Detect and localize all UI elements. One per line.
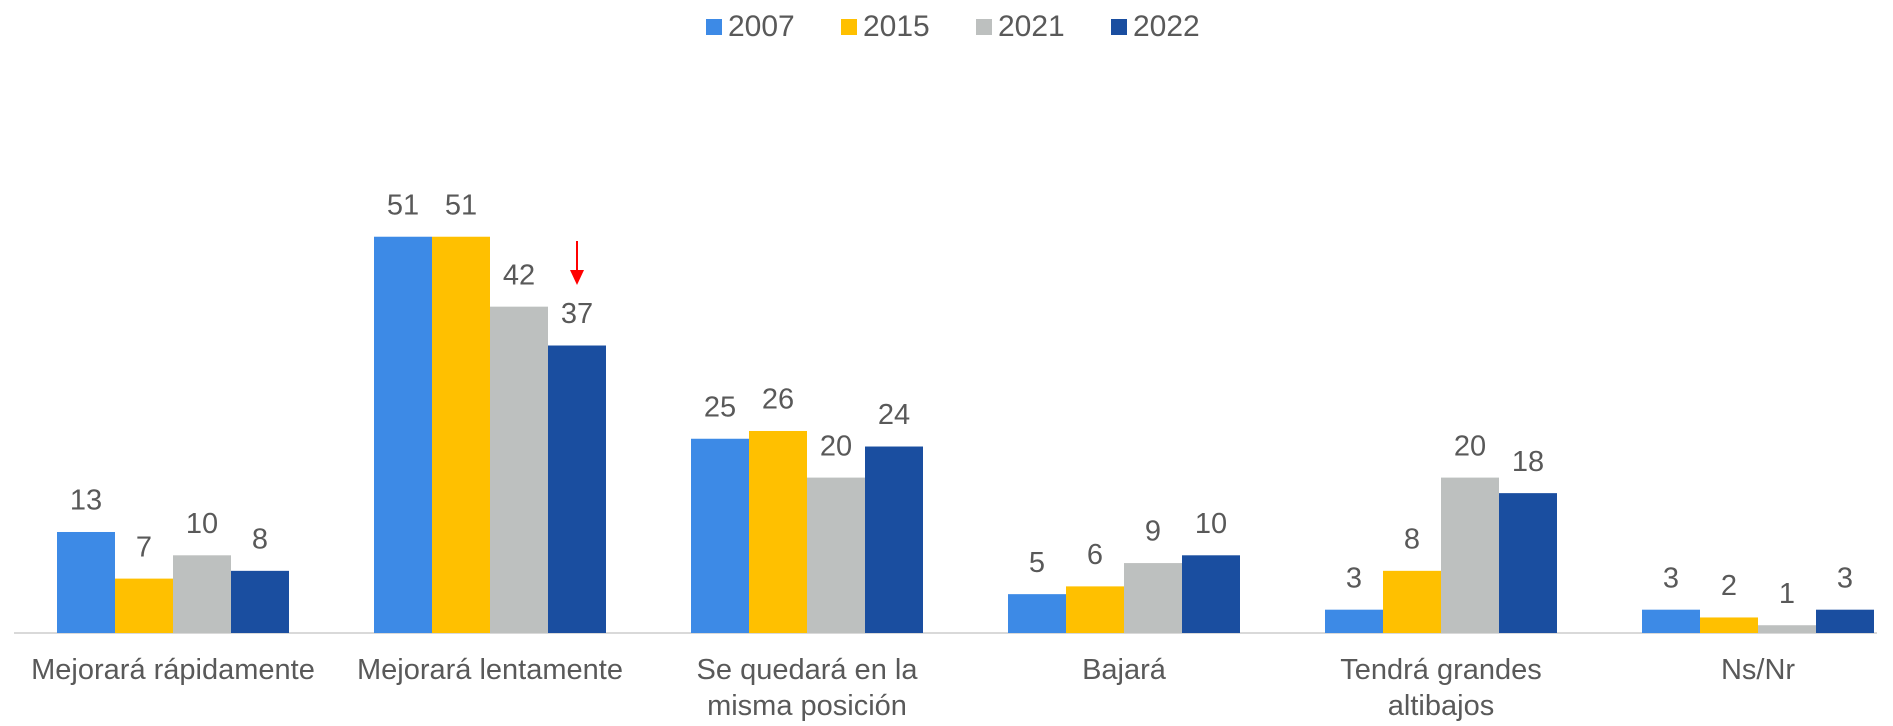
- bar: [1124, 563, 1182, 633]
- value-label: 51: [387, 189, 419, 221]
- x-tick-label: Bajará: [1082, 654, 1166, 686]
- legend-swatch: [841, 19, 857, 35]
- bar: [1700, 617, 1758, 633]
- value-label: 20: [1454, 430, 1486, 462]
- x-tick-label: Tendrá grandes altibajos: [1340, 654, 1542, 722]
- x-tick-label: Se quedará en la misma posición: [696, 654, 918, 722]
- bar: [57, 531, 115, 633]
- bar: [1499, 493, 1557, 633]
- bar: [1325, 609, 1383, 633]
- bar: [231, 570, 289, 633]
- legend-label: 2022: [1133, 10, 1200, 43]
- bar: [374, 236, 432, 634]
- value-label: 10: [1195, 508, 1227, 540]
- x-tick-label: Mejorará lentamente: [357, 654, 623, 686]
- legend-swatch: [706, 19, 722, 35]
- bar: [1383, 570, 1441, 633]
- value-label: 3: [1663, 562, 1679, 594]
- legend-swatch: [976, 19, 992, 35]
- value-label: 25: [704, 391, 736, 423]
- annotation-arrow: [570, 241, 584, 285]
- bar: [1441, 477, 1499, 633]
- value-label: 3: [1346, 562, 1362, 594]
- x-tick-label: Ns/Nr: [1720, 654, 1796, 686]
- bar: [865, 446, 923, 633]
- bar: [115, 578, 173, 633]
- value-label: 10: [186, 508, 218, 540]
- value-label: 42: [503, 259, 535, 291]
- legend-label: 2015: [863, 10, 930, 43]
- value-label: 7: [136, 531, 152, 563]
- value-label: 51: [445, 189, 477, 221]
- bar: [548, 345, 606, 633]
- value-label: 24: [878, 399, 910, 431]
- bar: [691, 438, 749, 633]
- value-label: 3: [1837, 562, 1853, 594]
- bar: [173, 555, 231, 633]
- value-label: 5: [1029, 547, 1045, 579]
- value-label: 37: [561, 298, 593, 330]
- value-label: 18: [1512, 446, 1544, 478]
- legend-label: 2007: [728, 10, 795, 43]
- bar: [490, 306, 548, 633]
- bar: [1008, 594, 1066, 633]
- bar: [1758, 625, 1816, 633]
- value-label: 6: [1087, 539, 1103, 571]
- value-label: 8: [1404, 523, 1420, 555]
- legend-label: 2021: [998, 10, 1065, 43]
- bar: [1182, 555, 1240, 633]
- value-label: 2: [1721, 570, 1737, 602]
- value-label: 26: [762, 384, 794, 416]
- bar: [1642, 609, 1700, 633]
- bar: [1816, 609, 1874, 633]
- bar: [432, 236, 490, 634]
- legend-swatch: [1111, 19, 1127, 35]
- value-label: 20: [820, 430, 852, 462]
- bar: [749, 430, 807, 633]
- value-label: 9: [1145, 516, 1161, 548]
- x-tick-label: Mejorará rápidamente: [31, 654, 315, 686]
- bar: [1066, 586, 1124, 633]
- value-label: 13: [70, 485, 102, 517]
- value-label: 8: [252, 523, 268, 555]
- value-label: 1: [1779, 578, 1795, 610]
- bar: [807, 477, 865, 633]
